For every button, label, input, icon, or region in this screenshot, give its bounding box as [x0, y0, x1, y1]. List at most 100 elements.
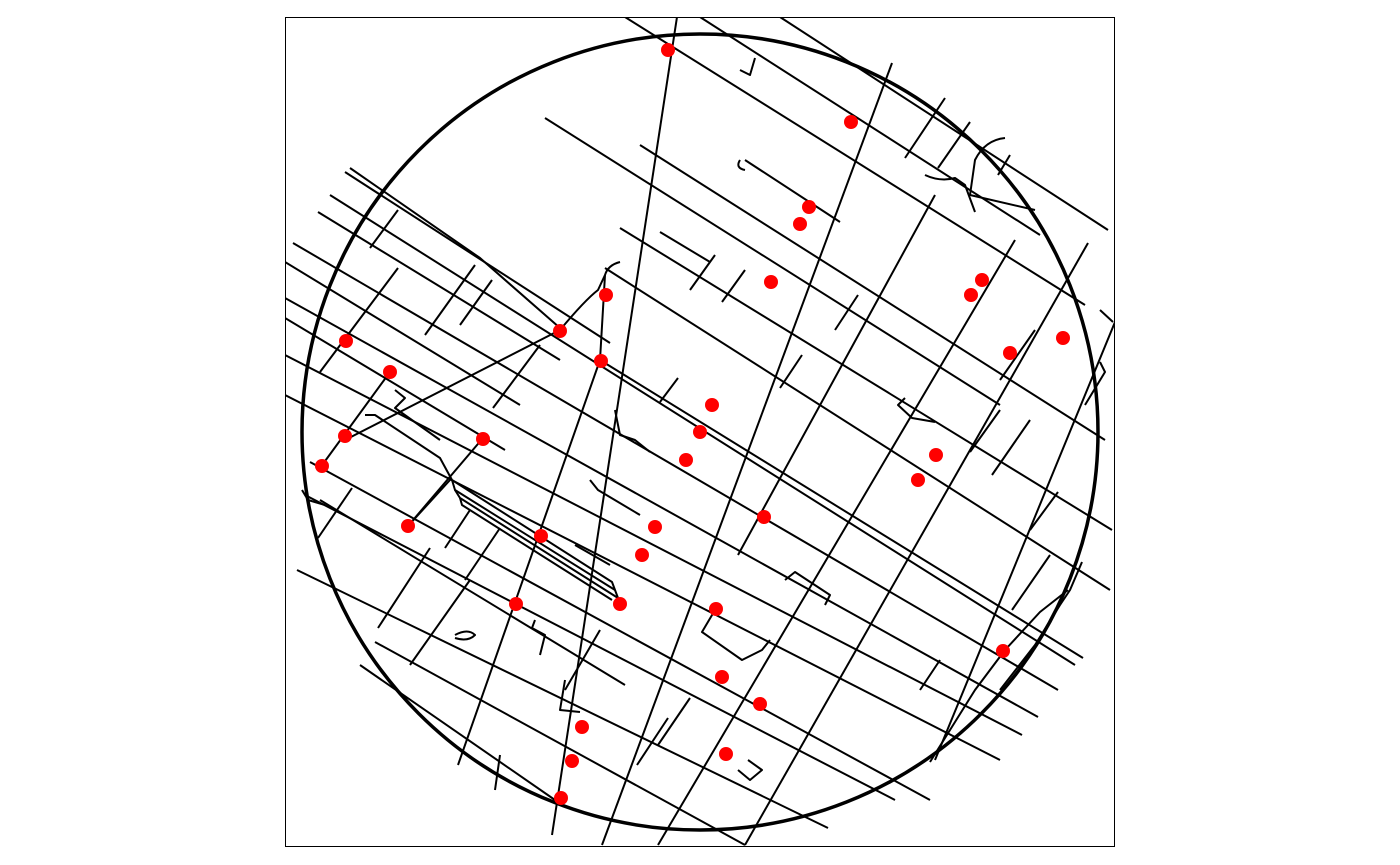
street-segment	[779, 17, 1109, 231]
intersection-point	[757, 510, 771, 524]
street-segment	[464, 527, 501, 581]
intersection-point	[661, 43, 675, 57]
street-segment	[589, 479, 641, 516]
intersection-point	[509, 597, 523, 611]
street-segment	[657, 239, 1016, 846]
street-segment	[904, 97, 946, 159]
street-segment	[937, 121, 971, 169]
intersection-point	[338, 429, 352, 443]
street-segment	[424, 264, 476, 336]
street-segment	[744, 242, 1089, 846]
street-segment	[929, 589, 1069, 763]
street-segment	[689, 254, 716, 291]
intersection-point	[844, 115, 858, 129]
intersection-point	[929, 448, 943, 462]
intersection-point	[339, 334, 353, 348]
street-segment	[1011, 554, 1051, 611]
street-segment	[285, 261, 521, 406]
street-segment	[699, 17, 1041, 236]
street-segment	[969, 409, 1001, 453]
intersection-point	[1056, 331, 1070, 345]
intersection-point	[911, 473, 925, 487]
street-segment	[444, 509, 471, 549]
street-segment	[492, 344, 541, 409]
street-segment	[601, 62, 893, 846]
street-segment	[319, 371, 391, 469]
intersection-point	[719, 747, 733, 761]
street-segment	[599, 359, 1084, 659]
street-segment	[659, 231, 711, 263]
street-segment	[319, 267, 399, 373]
street-segment	[657, 697, 691, 746]
street-segment	[619, 227, 1113, 531]
street-segment	[897, 397, 936, 423]
intersection-point	[401, 519, 415, 533]
intersection-point	[802, 200, 816, 214]
street-segment	[409, 579, 471, 666]
intersection-point	[554, 791, 568, 805]
intersection-point	[476, 432, 490, 446]
street-network	[285, 17, 1115, 846]
street-segment	[309, 461, 931, 801]
street-segment	[457, 359, 601, 766]
intersection-point	[709, 602, 723, 616]
street-segment	[285, 317, 506, 451]
street-segment	[639, 144, 1106, 441]
intersection-point	[315, 459, 329, 473]
street-segment	[636, 717, 669, 766]
street-segment	[377, 547, 431, 629]
street-segment	[1099, 309, 1114, 323]
intersection-point	[599, 288, 613, 302]
street-segment	[407, 479, 451, 527]
intersection-point	[1003, 346, 1017, 360]
intersection-point	[648, 520, 662, 534]
street-segment	[614, 409, 651, 453]
street-segment	[574, 544, 611, 566]
intersection-point	[975, 273, 989, 287]
street-segment	[349, 167, 561, 329]
street-segment	[344, 171, 611, 344]
intersection-point	[753, 697, 767, 711]
street-segment	[292, 242, 1059, 691]
intersection-point	[613, 597, 627, 611]
street-segment	[359, 664, 556, 801]
street-segment	[701, 609, 771, 661]
intersection-point	[679, 453, 693, 467]
street-segment	[454, 630, 476, 641]
street-segment	[604, 267, 1111, 591]
street-segment	[394, 389, 441, 441]
intersection-point	[764, 275, 778, 289]
street-segment	[991, 419, 1031, 476]
street-segment	[779, 354, 803, 389]
street-segment	[317, 211, 561, 361]
street-segment	[737, 194, 936, 556]
street-segment	[721, 269, 746, 303]
street-segment	[285, 394, 1001, 761]
street-segment	[544, 117, 1001, 406]
street-segment	[551, 17, 678, 836]
street-segment	[969, 137, 1036, 211]
street-segment	[285, 297, 1039, 718]
street-segment	[564, 629, 601, 691]
street-segment	[737, 759, 763, 781]
street-segment	[459, 497, 613, 601]
intersection-point	[553, 324, 567, 338]
intersection-points	[315, 43, 1070, 805]
street-segment	[999, 329, 1036, 381]
street-segment	[737, 159, 841, 223]
street-segment	[934, 321, 1115, 761]
intersection-point	[705, 398, 719, 412]
street-segment	[834, 294, 859, 331]
street-segment	[919, 659, 941, 691]
street-segment	[317, 487, 353, 539]
street-segment	[1084, 361, 1106, 406]
intersection-point	[594, 354, 608, 368]
street-segment	[659, 377, 679, 403]
street-segment	[599, 261, 621, 361]
intersection-point	[793, 217, 807, 231]
street-segment	[319, 499, 626, 686]
street-segment	[739, 57, 756, 76]
street-segment	[365, 414, 619, 599]
street-segment	[374, 641, 746, 846]
